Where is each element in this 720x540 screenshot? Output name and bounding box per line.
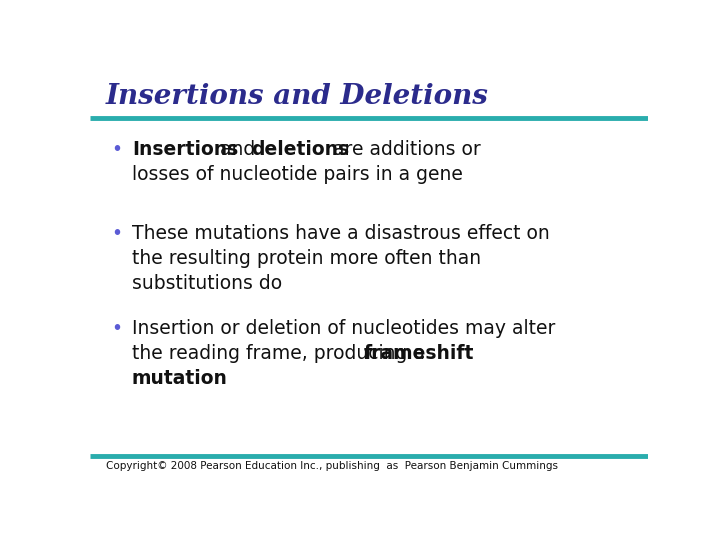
Text: and: and — [214, 140, 261, 159]
Text: the resulting protein more often than: the resulting protein more often than — [132, 248, 481, 268]
Text: Insertion or deletion of nucleotides may alter: Insertion or deletion of nucleotides may… — [132, 319, 555, 338]
Text: frameshift: frameshift — [364, 344, 474, 363]
Text: •: • — [111, 140, 122, 159]
Text: •: • — [111, 319, 122, 338]
Text: the reading frame, producing a: the reading frame, producing a — [132, 344, 431, 363]
Text: Copyright© 2008 Pearson Education Inc., publishing  as  Pearson Benjamin Cumming: Copyright© 2008 Pearson Education Inc., … — [106, 462, 557, 471]
Text: deletions: deletions — [251, 140, 349, 159]
Text: Insertions and Deletions: Insertions and Deletions — [106, 83, 488, 110]
Text: losses of nucleotide pairs in a gene: losses of nucleotide pairs in a gene — [132, 165, 463, 184]
Text: are additions or: are additions or — [327, 140, 481, 159]
Text: substitutions do: substitutions do — [132, 274, 282, 293]
Text: Insertions: Insertions — [132, 140, 238, 159]
Text: mutation: mutation — [132, 369, 228, 388]
Text: These mutations have a disastrous effect on: These mutations have a disastrous effect… — [132, 224, 549, 242]
Text: •: • — [111, 224, 122, 242]
